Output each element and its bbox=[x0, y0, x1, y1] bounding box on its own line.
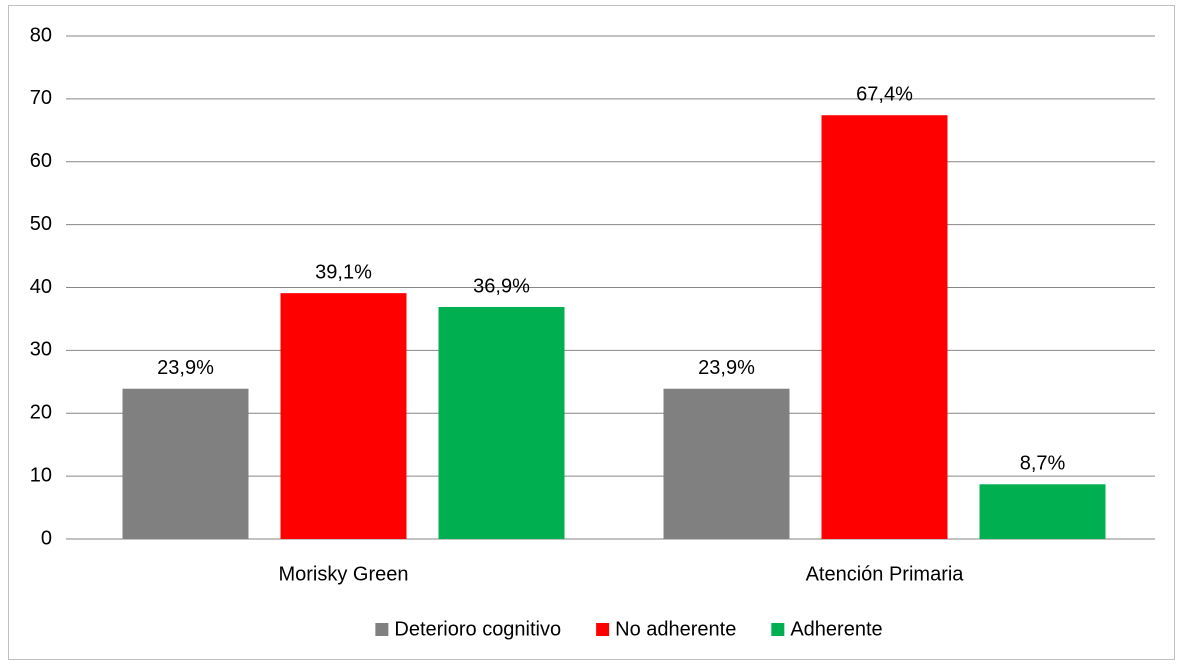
legend-swatch bbox=[596, 623, 610, 636]
y-tick-label: 80 bbox=[30, 24, 52, 46]
bar bbox=[979, 484, 1106, 539]
y-tick-label: 50 bbox=[30, 213, 52, 235]
y-tick-label: 30 bbox=[30, 339, 52, 361]
bar bbox=[122, 388, 249, 539]
chart-border bbox=[8, 5, 1175, 660]
legend-swatch bbox=[771, 623, 785, 636]
y-tick-label: 20 bbox=[30, 402, 52, 424]
legend-label: Adherente bbox=[790, 618, 882, 640]
bar bbox=[438, 306, 565, 539]
legend-label: No adherente bbox=[615, 618, 736, 640]
y-tick-label: 70 bbox=[30, 87, 52, 109]
legend-label: Deterioro cognitivo bbox=[394, 618, 561, 640]
y-tick-label: 40 bbox=[30, 276, 52, 298]
value-label: 67,4% bbox=[856, 84, 913, 106]
y-tick-label: 10 bbox=[30, 464, 52, 486]
value-label: 23,9% bbox=[157, 357, 214, 379]
y-tick-label: 0 bbox=[41, 527, 52, 549]
value-label: 39,1% bbox=[315, 261, 372, 283]
bar bbox=[821, 115, 948, 539]
bar bbox=[280, 293, 407, 539]
value-label: 23,9% bbox=[698, 357, 755, 379]
value-label: 36,9% bbox=[473, 275, 530, 297]
value-label: 8,7% bbox=[1020, 453, 1066, 475]
y-tick-label: 60 bbox=[30, 150, 52, 172]
x-tick-label: Atención Primaria bbox=[806, 563, 965, 585]
x-tick-label: Morisky Green bbox=[278, 563, 408, 585]
legend-swatch bbox=[375, 623, 389, 636]
bar bbox=[663, 388, 790, 539]
